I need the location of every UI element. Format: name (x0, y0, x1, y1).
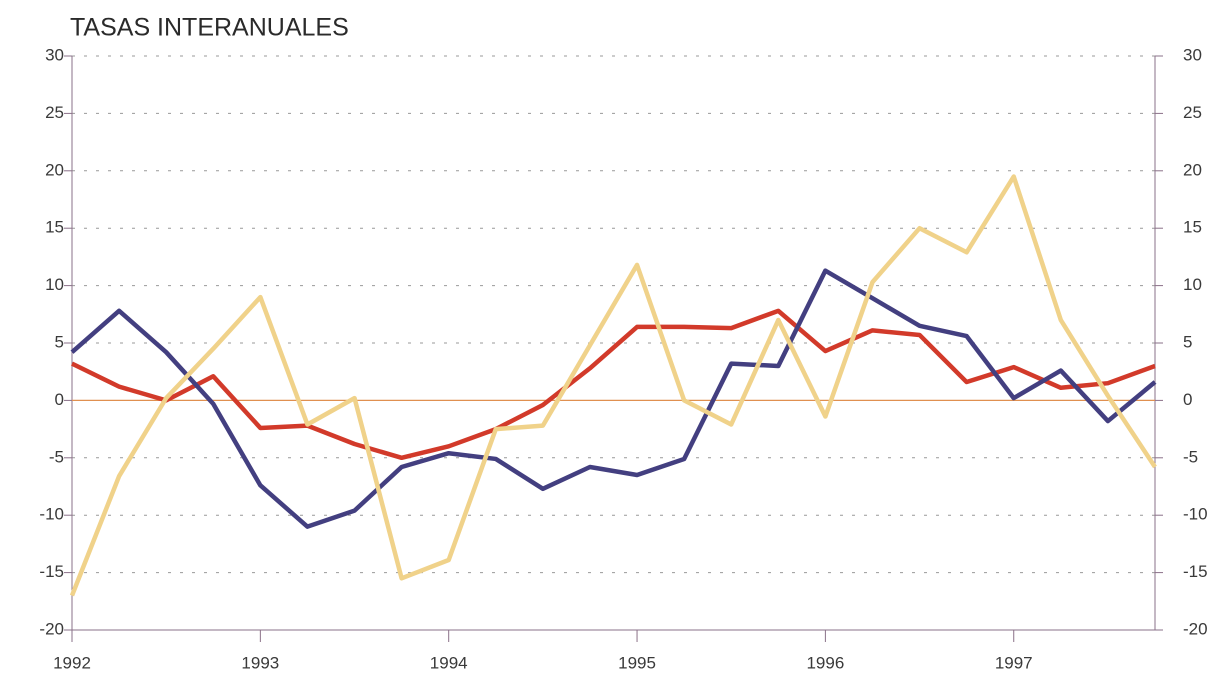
y-tick-label: 0 (55, 390, 64, 409)
y-tick-label: -5 (49, 447, 64, 466)
series-line (71, 308, 1156, 461)
y2-tick-label: 15 (1183, 218, 1202, 237)
x-tick-label: 1992 (53, 653, 91, 672)
y-tick-label: 25 (45, 103, 64, 122)
y-tick-label: 10 (45, 275, 64, 294)
y2-tick-label: -20 (1183, 619, 1208, 638)
x-tick-label: 1993 (241, 653, 279, 672)
y-tick-label: -15 (39, 562, 64, 581)
y-tick-label: 20 (45, 160, 64, 179)
y2-tick-label: 25 (1183, 103, 1202, 122)
y2-tick-label: 0 (1183, 390, 1192, 409)
y-tick-label: -10 (39, 505, 64, 524)
y-tick-label: 30 (45, 45, 64, 64)
x-tick-label: 1997 (995, 653, 1033, 672)
y2-tick-label: 30 (1183, 45, 1202, 64)
y2-tick-label: -15 (1183, 562, 1208, 581)
x-tick-label: 1994 (430, 653, 468, 672)
y-tick-label: -20 (39, 619, 64, 638)
series-line (69, 174, 1157, 597)
chart-title: TASAS INTERANUALES (70, 14, 349, 42)
y-tick-label: 5 (55, 332, 64, 351)
y2-tick-label: 20 (1183, 160, 1202, 179)
y2-tick-label: -5 (1183, 447, 1198, 466)
x-tick-label: 1996 (806, 653, 844, 672)
y2-tick-label: -10 (1183, 505, 1208, 524)
y2-tick-label: 5 (1183, 332, 1192, 351)
y2-tick-label: 10 (1183, 275, 1202, 294)
y-tick-label: 15 (45, 218, 64, 237)
x-tick-label: 1995 (618, 653, 656, 672)
series-line (70, 268, 1157, 529)
